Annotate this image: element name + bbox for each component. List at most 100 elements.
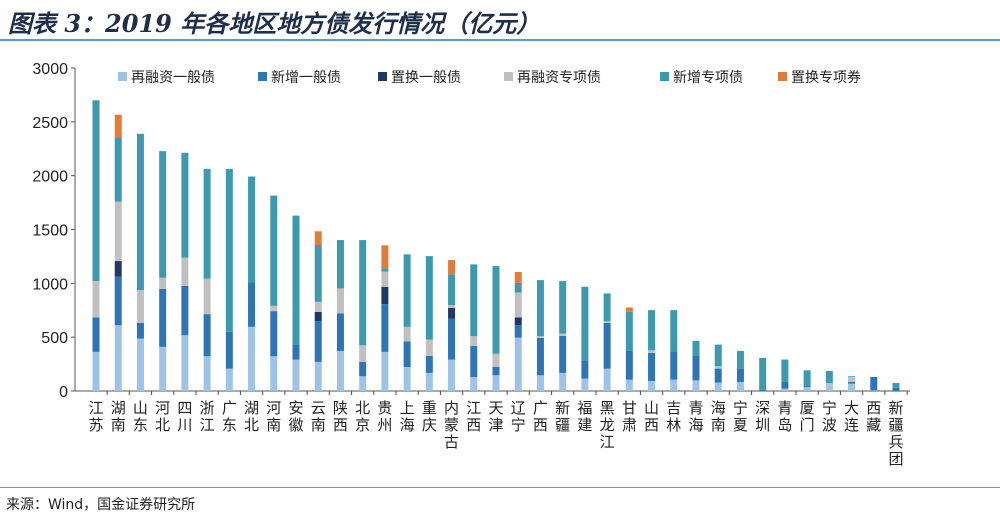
bar-segment xyxy=(470,336,478,346)
bar-segment xyxy=(314,361,322,391)
bar-segment xyxy=(470,377,478,391)
bar-segment xyxy=(448,274,456,306)
bar-segment xyxy=(825,370,833,384)
chart-title: 图表 3：2019 年各地区地方债发行情况（亿元） xyxy=(8,9,541,38)
x-tick-label: 湖北 xyxy=(244,399,259,434)
bar-segment xyxy=(514,272,522,283)
bar-segment xyxy=(625,307,633,312)
bar-segment xyxy=(714,366,722,369)
bar-segment xyxy=(603,293,611,322)
bar-segment xyxy=(692,380,700,391)
bar-segment xyxy=(403,341,411,367)
source-divider xyxy=(0,487,1000,488)
bar-segment xyxy=(203,278,211,315)
bar-segment xyxy=(92,281,100,318)
bar-segment xyxy=(248,326,256,391)
bar-segment xyxy=(203,356,211,391)
y-tick-label: 2000 xyxy=(32,169,68,186)
bar-segment xyxy=(736,368,744,382)
legend-swatch xyxy=(660,72,669,81)
bar-segment xyxy=(381,271,389,287)
bar-segment xyxy=(848,383,856,391)
bar-segment xyxy=(692,355,700,381)
x-tick-label: 吉林 xyxy=(666,399,681,434)
bar-segment xyxy=(181,152,189,258)
bar-segment xyxy=(448,260,456,275)
x-tick-label: 江西 xyxy=(466,399,481,434)
x-tick-label: 北京 xyxy=(355,399,370,434)
bar-segment xyxy=(136,290,144,323)
legend-label: 再融资专项债 xyxy=(517,70,601,86)
bar-segment xyxy=(314,245,322,302)
bar-segment xyxy=(136,322,144,339)
bar-segment xyxy=(514,325,522,338)
bar-segment xyxy=(270,356,278,391)
bar-segment xyxy=(448,305,456,308)
bar-segment xyxy=(336,313,344,351)
legend-swatch xyxy=(258,72,267,81)
bar-segment xyxy=(781,359,789,382)
x-tick-label: 湖南 xyxy=(111,399,126,434)
bar-segment xyxy=(425,256,433,340)
bar-segment xyxy=(270,305,278,312)
bar-segment xyxy=(292,344,300,360)
bar-segment xyxy=(336,350,344,391)
bar-segment xyxy=(381,286,389,305)
bar-segment xyxy=(559,335,567,373)
bar-segment xyxy=(870,377,878,391)
bar-segment xyxy=(181,257,189,286)
bar-segment xyxy=(892,387,900,391)
bar-segment xyxy=(270,311,278,357)
bar-segment xyxy=(248,176,256,283)
bar-segment xyxy=(470,264,478,337)
bar-segment xyxy=(181,285,189,336)
bar-segment xyxy=(759,389,767,391)
x-tick-label: 辽宁 xyxy=(511,399,526,434)
legend-swatch xyxy=(504,72,513,81)
x-tick-label: 山东 xyxy=(133,399,148,434)
bar-segment xyxy=(381,268,389,272)
bar-segment xyxy=(314,321,322,362)
bar-segment xyxy=(514,282,522,293)
bar-segment xyxy=(514,317,522,326)
x-tick-label: 贵州 xyxy=(377,399,392,434)
bar-segment xyxy=(825,385,833,391)
source-note: 来源：Wind，国金证券研究所 xyxy=(6,497,196,513)
bar-segment xyxy=(92,100,100,282)
x-tick-label: 云南 xyxy=(311,399,326,434)
bar-segment xyxy=(559,372,567,391)
x-tick-label: 宁夏 xyxy=(733,399,748,434)
bar-segment xyxy=(203,314,211,357)
x-tick-label: 河北 xyxy=(155,399,170,434)
bar-segment xyxy=(292,359,300,391)
x-tick-label: 海南 xyxy=(711,399,726,434)
legend-swatch xyxy=(118,72,127,81)
bar-segment xyxy=(292,215,300,345)
legend-label: 新增专项债 xyxy=(673,70,743,86)
bar-segment xyxy=(114,201,122,262)
bar-segment xyxy=(114,261,122,277)
title-divider xyxy=(0,39,1000,41)
bar-segment xyxy=(181,335,189,391)
bar-segment xyxy=(359,361,367,377)
bar-segment xyxy=(159,288,167,347)
bar-segment xyxy=(825,383,833,386)
legend-label: 新增一般债 xyxy=(271,70,341,86)
bar-segment xyxy=(892,383,900,388)
bar-segment xyxy=(425,355,433,373)
x-tick-label: 江苏 xyxy=(88,399,103,434)
legend-label: 再融资一般债 xyxy=(131,70,215,86)
bar-segment xyxy=(225,331,233,369)
bar-segment xyxy=(514,292,522,318)
bar-segment xyxy=(359,376,367,391)
y-tick-label: 1500 xyxy=(32,223,68,240)
bar-segment xyxy=(736,381,744,391)
bar-segment xyxy=(92,317,100,352)
x-tick-label: 福建 xyxy=(577,399,592,434)
bar-segment xyxy=(470,345,478,378)
bar-segment xyxy=(670,310,678,352)
bar-segment xyxy=(336,288,344,314)
bar-segment xyxy=(314,311,322,322)
bar-segment xyxy=(670,379,678,391)
